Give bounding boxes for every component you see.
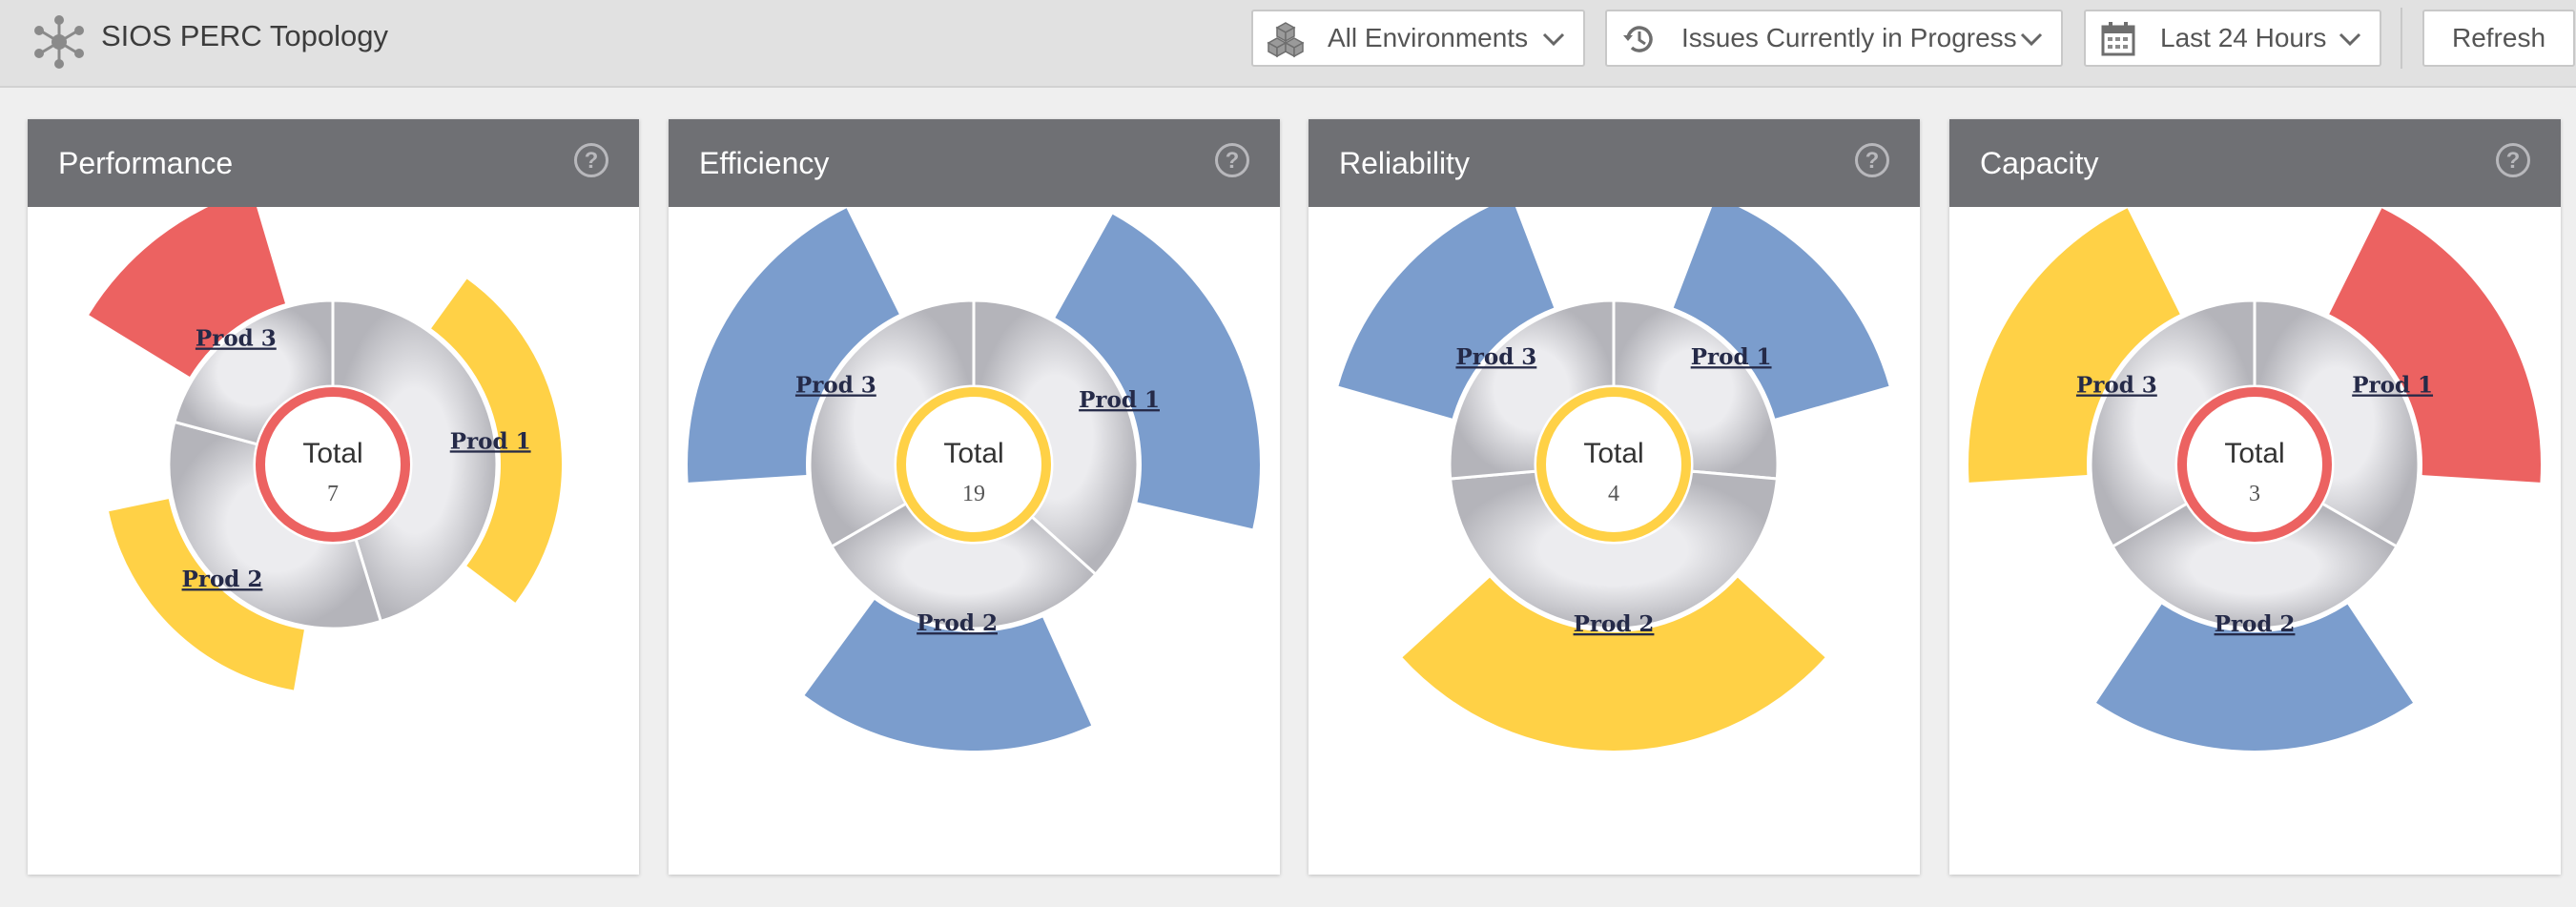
environment-segment[interactable] [1448,299,1616,481]
total-value: 4 [1608,482,1619,506]
card-title: Capacity [1980,146,2099,180]
card-header: Capacity ? [1949,119,2561,207]
status-wedge[interactable] [2329,208,2541,483]
card-efficiency: Efficiency ? Total 19 Prod 1 Prod 2 Prod 3 [669,119,1280,875]
environment-dropdown[interactable]: All Environments [1251,10,1585,67]
issues-dropdown-label: Issues Currently in Progress [1681,23,2017,52]
chevron-down-icon [2339,32,2361,47]
top-bar: SIOS PERC Topology All Environments Issu… [0,0,2576,88]
environment-segment[interactable] [2253,299,2421,549]
environment-segment[interactable] [972,299,1140,577]
status-wedge[interactable] [1055,214,1260,529]
environment-segment[interactable] [173,299,335,446]
segment-label[interactable]: Prod 3 [2076,373,2157,399]
total-ring [256,387,410,542]
help-icon[interactable]: ? [2496,143,2530,177]
total-value: 7 [327,482,339,506]
status-wedge[interactable] [89,207,286,378]
segment-label[interactable]: Prod 3 [196,326,277,352]
sunburst-chart: Total 3 Prod 1 Prod 2 Prod 3 [1968,208,2541,751]
segment-label[interactable]: Prod 2 [1574,611,1655,637]
app-title: SIOS PERC Topology [101,19,388,52]
environment-segment[interactable] [167,420,383,630]
help-icon[interactable]: ? [574,143,608,177]
card-header: Efficiency ? [669,119,1280,207]
total-label: Total [302,438,362,469]
segment-label[interactable]: Prod 3 [1455,344,1536,370]
time-range-dropdown[interactable]: Last 24 Hours [2084,10,2381,67]
segment-label[interactable]: Prod 1 [1079,387,1160,413]
environment-segment[interactable] [1612,299,1780,481]
card-header: Performance ? [28,119,639,207]
sunburst-chart: Total 19 Prod 1 Prod 2 Prod 3 [688,208,1260,751]
segment-label[interactable]: Prod 1 [2352,373,2433,399]
segment-label[interactable]: Prod 2 [2215,611,2296,637]
total-ring [896,387,1051,542]
card-performance: Performance ? Total 7 Prod 1 Prod 2 Prod 3 [28,119,639,875]
environment-segment[interactable] [808,299,976,549]
topology-logo-icon [34,15,84,69]
environment-segment[interactable] [2089,299,2257,549]
segment-label[interactable]: Prod 1 [450,428,531,454]
total-label: Total [1583,438,1643,469]
status-wedge[interactable] [688,208,899,483]
environment-segment[interactable] [1449,469,1779,630]
help-icon[interactable]: ? [1215,143,1249,177]
help-icon[interactable]: ? [1855,143,1889,177]
environment-dropdown-label: All Environments [1328,23,1529,52]
cubes-icon [1267,22,1305,58]
status-wedge[interactable] [109,499,304,691]
issues-dropdown[interactable]: Issues Currently in Progress [1605,10,2063,67]
sunburst-chart: Total 4 Prod 1 Prod 2 Prod 3 [1338,207,1889,752]
refresh-button[interactable]: Refresh [2422,10,2575,67]
toolbar-divider [2401,8,2402,69]
segment-label[interactable]: Prod 3 [795,373,876,399]
segment-label[interactable]: Prod 1 [1691,344,1772,370]
environment-segment[interactable] [331,299,499,624]
segment-label[interactable]: Prod 2 [182,567,263,592]
status-wedge[interactable] [1673,207,1889,419]
sunburst-chart: Total 7 Prod 1 Prod 2 Prod 3 [89,207,562,691]
card-header: Reliability ? [1309,119,1920,207]
total-value: 19 [962,482,985,506]
chevron-down-icon [1542,32,1565,47]
status-wedge[interactable] [1968,208,2180,483]
total-label: Total [2224,438,2284,469]
card-title: Reliability [1339,146,1470,180]
status-wedge[interactable] [804,599,1092,751]
card-capacity: Capacity ? Total 3 Prod 1 Prod 2 Prod 3 [1949,119,2561,875]
status-wedge[interactable] [431,278,562,603]
total-value: 3 [2249,482,2260,506]
time-range-dropdown-label: Last 24 Hours [2160,23,2327,52]
card-reliability: Reliability ? Total 4 Prod 1 Prod 2 Prod 3 [1309,119,1920,875]
status-wedge[interactable] [1338,207,1555,419]
total-label: Total [943,438,1003,469]
total-ring [1536,387,1691,542]
environment-segment[interactable] [2110,501,2400,630]
history-icon [1623,26,1653,52]
total-ring [2177,387,2332,542]
segment-label[interactable]: Prod 2 [917,610,998,636]
card-title: Efficiency [699,146,830,180]
status-wedge[interactable] [2095,604,2414,751]
status-wedge[interactable] [1402,577,1825,752]
chevron-down-icon [2020,32,2043,47]
calendar-icon [2101,22,2135,56]
environment-segment[interactable] [829,501,1098,630]
card-title: Performance [58,146,234,180]
